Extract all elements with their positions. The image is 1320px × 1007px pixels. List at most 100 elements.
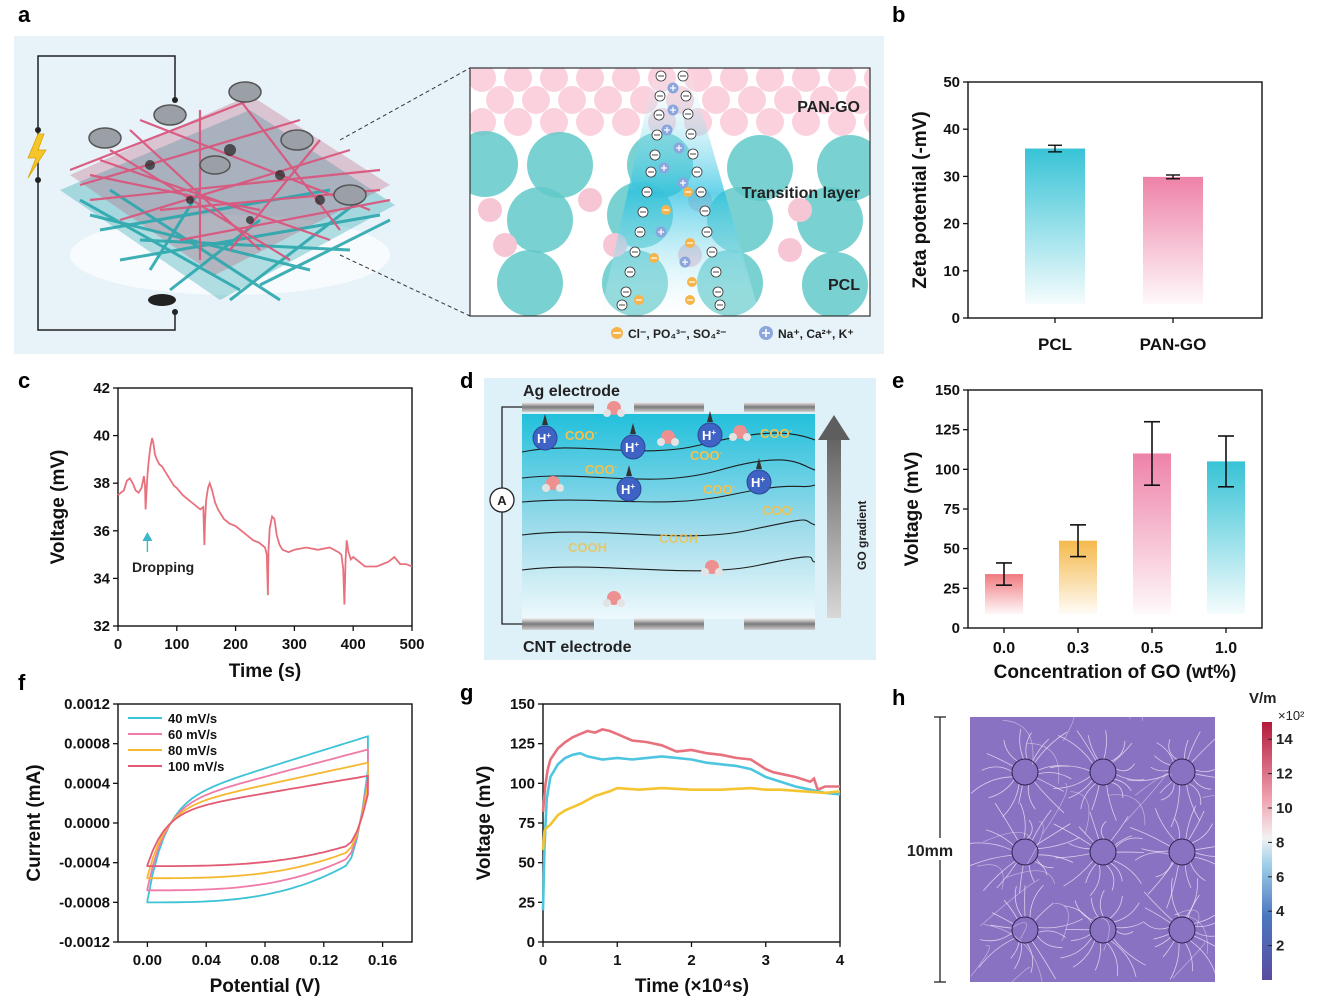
proton-label: H+ — [537, 431, 551, 446]
field-line — [1134, 852, 1170, 861]
field-line — [1037, 772, 1072, 780]
molecules — [542, 401, 751, 607]
field-line — [983, 831, 1033, 843]
colorbar-tick-label: 6 — [1276, 869, 1284, 886]
field-line — [1114, 835, 1132, 846]
field-line — [1193, 914, 1215, 924]
field-line — [1094, 942, 1102, 971]
y-tick-label: -0.0008 — [59, 894, 110, 911]
circuit-wire — [37, 55, 176, 331]
field-line — [985, 829, 1014, 846]
water-hydrogen — [556, 484, 564, 492]
coo-label: COO- — [760, 426, 793, 441]
field-line — [1192, 778, 1212, 790]
proton-label: H+ — [625, 440, 639, 455]
field-line — [1113, 778, 1132, 792]
proton-direction-arrow — [626, 465, 632, 476]
pcl-particle — [727, 135, 793, 201]
electrode-disks — [88, 81, 367, 206]
field-line — [1105, 864, 1115, 891]
electrode-site — [1168, 916, 1196, 944]
field-line — [1011, 967, 1030, 982]
electrode-site — [1011, 916, 1039, 944]
field-line — [1166, 864, 1179, 909]
pan-go-particle — [828, 108, 856, 136]
pan-go-particle — [756, 108, 784, 136]
cation-legend-label: Na⁺, Ca²⁺, K⁺ — [778, 327, 854, 341]
field-line — [1034, 902, 1054, 922]
x-tick-label: 4 — [836, 952, 845, 969]
voltage-trace — [117, 437, 413, 605]
field-line — [1109, 862, 1123, 882]
coo-label: COO- — [585, 462, 618, 477]
y-tick-label: 30 — [943, 168, 960, 185]
x-tick-label: 400 — [341, 636, 366, 653]
pan-go-particle — [504, 108, 532, 136]
field-line — [1028, 864, 1035, 882]
coo-label: COO- — [762, 503, 795, 518]
water-hydrogen — [671, 438, 679, 446]
ion-channel-cone — [600, 70, 760, 316]
field-line — [1103, 730, 1107, 760]
field-line — [1080, 782, 1097, 810]
category-label: 1.0 — [1215, 640, 1237, 657]
field-line — [1026, 819, 1033, 840]
proton-direction-arrow — [630, 423, 636, 434]
field-line — [1025, 820, 1044, 868]
y-tick-label: 38 — [93, 475, 110, 492]
layer-label-transition: Transition layer — [742, 185, 860, 202]
proton-icon — [697, 422, 723, 448]
field-line — [1127, 773, 1170, 782]
field-line — [1019, 728, 1025, 760]
circuit-node — [35, 177, 41, 183]
field-line — [1076, 730, 1097, 762]
cnt-electrode-label: CNT electrode — [523, 639, 632, 656]
proton-direction-arrow — [707, 411, 713, 422]
field-line — [1053, 775, 1091, 789]
field-line — [1174, 914, 1208, 954]
field-line — [1010, 941, 1020, 959]
field-line — [1143, 921, 1170, 930]
lightning-icon — [27, 133, 47, 179]
field-line — [978, 937, 1016, 968]
water-hydrogen — [701, 568, 709, 576]
proton-label: H+ — [621, 482, 635, 497]
field-line — [1037, 918, 1083, 929]
y-tick-label: 20 — [943, 216, 960, 233]
circuit-node — [172, 309, 178, 315]
pcl-particle — [802, 252, 868, 316]
pan-go-particle — [478, 198, 502, 222]
field-line — [1194, 768, 1215, 773]
pan-go-particle — [576, 108, 604, 136]
field-line — [1150, 766, 1170, 772]
field-line — [1202, 717, 1204, 718]
x-tick-label: 1 — [613, 952, 621, 969]
field-line — [1018, 784, 1023, 804]
pan-go-particle — [792, 108, 820, 136]
coo-label: COO- — [690, 448, 723, 463]
voltage-series-cyan — [541, 751, 841, 911]
y-tick-label: 0.0012 — [64, 696, 110, 713]
field-line — [1154, 755, 1171, 766]
pan-go-particle — [594, 86, 622, 114]
y-axis-label: Voltage (mV) — [474, 766, 495, 881]
field-line — [1111, 742, 1133, 764]
field-line — [1144, 907, 1172, 924]
field-line — [1062, 717, 1075, 742]
bar — [1143, 176, 1203, 304]
y-tick-label: 75 — [518, 815, 535, 832]
field-line — [1090, 897, 1099, 919]
field-line — [1106, 784, 1117, 821]
functional-group-labels: COO- COO- COO- COO- COO- COO- COOH COOH — [565, 426, 795, 555]
y-tick-label: 0 — [527, 934, 535, 951]
pan-go-particle — [504, 68, 532, 92]
pan-go-particle — [882, 86, 910, 114]
cv-loop — [146, 774, 369, 867]
y-axis-label: Zeta potential (-mV) — [910, 111, 931, 288]
field-line — [1112, 859, 1142, 884]
pan-go-particle — [612, 108, 640, 136]
proton-direction-arrow — [756, 458, 762, 469]
field-line — [1011, 922, 1027, 939]
category-label: 0.3 — [1067, 640, 1089, 657]
voltage-series-yellow — [541, 786, 841, 851]
